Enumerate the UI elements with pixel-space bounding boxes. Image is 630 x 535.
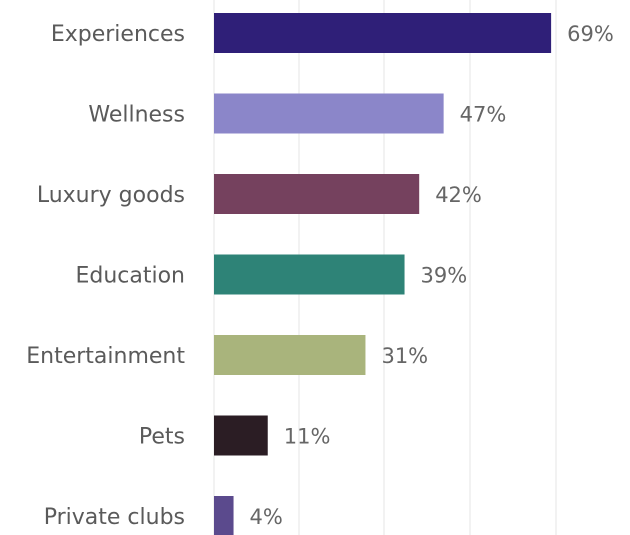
category-label-experiences: Experiences [51, 22, 185, 47]
value-label-private-clubs: 4% [250, 505, 283, 529]
value-label-wellness: 47% [460, 103, 507, 127]
bars [214, 13, 552, 535]
value-label-entertainment: 31% [381, 344, 428, 368]
bar-wellness [214, 93, 444, 134]
bar-entertainment [214, 335, 366, 375]
category-label-wellness: Wellness [88, 103, 185, 128]
category-label-pets: Pets [139, 425, 185, 450]
category-label-education: Education [75, 264, 185, 289]
value-label-luxury-goods: 42% [435, 183, 482, 207]
bar-luxury-goods [214, 174, 420, 214]
bar-experiences [214, 13, 552, 53]
category-labels: Experiences Wellness Luxury goods Education… [26, 22, 185, 530]
bar-education [214, 254, 405, 295]
bar-pets [214, 415, 268, 456]
category-label-entertainment: Entertainment [26, 344, 185, 369]
value-label-pets: 11% [284, 425, 331, 449]
value-labels: 69% 47% 42% 39% 31% 11% 4% [250, 22, 614, 529]
category-label-luxury-goods: Luxury goods [37, 183, 185, 208]
bar-private-clubs [214, 496, 234, 535]
value-label-experiences: 69% [567, 22, 614, 46]
value-label-education: 39% [421, 264, 468, 288]
category-label-private-clubs: Private clubs [44, 505, 185, 530]
